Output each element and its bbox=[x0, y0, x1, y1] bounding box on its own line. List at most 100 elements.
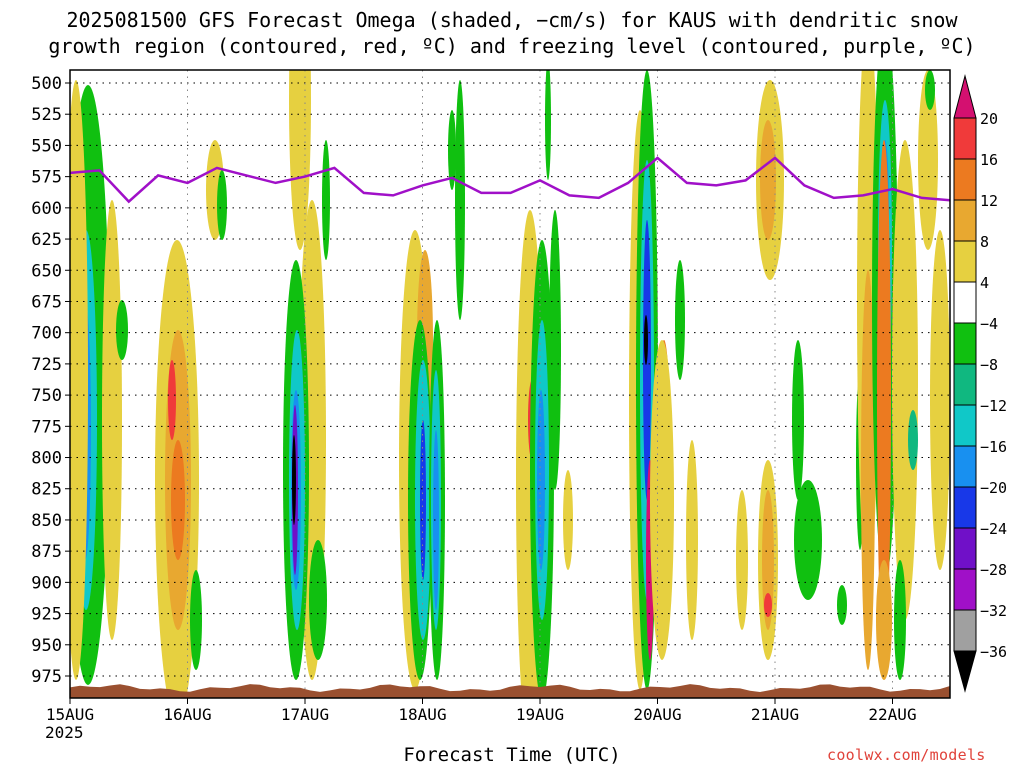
colorbar-label: −12 bbox=[980, 397, 1007, 415]
omega-cell bbox=[292, 435, 296, 525]
omega-cell bbox=[168, 360, 176, 440]
x-tick-label: 20AUG bbox=[633, 705, 681, 724]
colorbar-label: 8 bbox=[980, 233, 989, 251]
y-tick-label: 725 bbox=[31, 355, 62, 375]
y-tick-label: 775 bbox=[31, 417, 62, 437]
y-tick-label: 875 bbox=[31, 542, 62, 562]
y-tick-label: 525 bbox=[31, 105, 62, 125]
y-tick-label: 625 bbox=[31, 230, 62, 250]
colorbar-label: 4 bbox=[980, 274, 989, 292]
x-tick-label: 18AUG bbox=[398, 705, 446, 724]
omega-cell bbox=[736, 490, 748, 630]
x-tick-label: 19AUG bbox=[516, 705, 564, 724]
omega-cell bbox=[894, 560, 906, 680]
colorbar-label: −16 bbox=[980, 438, 1007, 456]
y-tick-label: 600 bbox=[31, 199, 62, 219]
omega-cell bbox=[309, 540, 327, 660]
colorbar-swatch bbox=[953, 568, 977, 611]
omega-cell bbox=[764, 593, 772, 617]
omega-cell bbox=[70, 80, 88, 680]
omega-cell bbox=[762, 490, 774, 630]
y-tick-label: 825 bbox=[31, 480, 62, 500]
x-tick-label: 15AUG bbox=[46, 705, 94, 724]
colorbar-label: −8 bbox=[980, 356, 998, 374]
y-tick-label: 750 bbox=[31, 386, 62, 406]
colorbar-label: −20 bbox=[980, 479, 1007, 497]
omega-cell bbox=[760, 120, 776, 240]
x-axis-label: Forecast Time (UTC) bbox=[403, 744, 621, 766]
y-tick-label: 700 bbox=[31, 324, 62, 344]
y-tick-label: 500 bbox=[31, 74, 62, 94]
omega-cell bbox=[171, 440, 185, 560]
colorbar-swatch bbox=[953, 363, 977, 406]
colorbar-bottom-arrow bbox=[953, 650, 977, 693]
freezing-level-line bbox=[70, 156, 950, 204]
omega-cell bbox=[545, 70, 551, 180]
colorbar-swatch bbox=[953, 404, 977, 447]
x-tick-label: 17AUG bbox=[281, 705, 329, 724]
x-tick-label: 16AUG bbox=[163, 705, 211, 724]
colorbar-label: 20 bbox=[980, 110, 998, 128]
y-tick-label: 900 bbox=[31, 573, 62, 593]
omega-cell bbox=[675, 260, 685, 380]
omega-cell bbox=[930, 230, 950, 570]
omega-cell bbox=[190, 570, 202, 670]
omega-cell bbox=[877, 140, 891, 660]
plot-area bbox=[69, 69, 951, 699]
omega-cell bbox=[686, 440, 698, 640]
colorbar-swatch bbox=[953, 158, 977, 201]
omega-cell bbox=[918, 70, 938, 250]
omega-cell bbox=[861, 270, 875, 670]
colorbar-swatch bbox=[953, 199, 977, 242]
omega-cell bbox=[116, 300, 128, 360]
colorbar-swatch bbox=[953, 281, 977, 324]
colorbar-label: −4 bbox=[980, 315, 998, 333]
x-axis-year-label: 2025 bbox=[45, 723, 84, 742]
colorbar-swatch bbox=[953, 445, 977, 488]
colorbar-swatch bbox=[953, 322, 977, 365]
omega-cell bbox=[455, 80, 465, 320]
chart-title-line-1: 2025081500 GFS Forecast Omega (shaded, −… bbox=[66, 8, 958, 32]
source-credit: coolwx.com/models bbox=[827, 746, 986, 764]
omega-cell bbox=[537, 390, 545, 570]
colorbar-label: −32 bbox=[980, 602, 1007, 620]
omega-cell bbox=[563, 470, 573, 570]
omega-cell bbox=[644, 315, 648, 365]
x-axis-ticks: 15AUG 16AUG 17AUG 18AUG 19AUG 20AUG 21AUG 22AUG bbox=[46, 698, 917, 724]
colorbar-label: 16 bbox=[980, 151, 998, 169]
omega-cell bbox=[876, 560, 892, 680]
y-tick-label: 800 bbox=[31, 449, 62, 469]
x-tick-label: 22AUG bbox=[868, 705, 916, 724]
colorbar-swatch bbox=[953, 117, 977, 160]
y-tick-label: 575 bbox=[31, 168, 62, 188]
colorbar-label: −28 bbox=[980, 561, 1007, 579]
y-tick-label: 650 bbox=[31, 261, 62, 281]
y-axis-ticks: 500 525 550 575 600 625 650 675 700 725 750 775 800 8… bbox=[31, 74, 70, 687]
omega-cell bbox=[217, 170, 227, 240]
y-tick-label: 850 bbox=[31, 511, 62, 531]
omega-cell bbox=[433, 430, 439, 610]
plot-frame bbox=[69, 69, 951, 699]
colorbar-legend: 20 16 12 8 4 −4 −8 −12 −16 −20 −24 −28 −32 −36 bbox=[953, 74, 1007, 693]
colorbar-swatch bbox=[953, 486, 977, 529]
terrain-band bbox=[70, 684, 950, 698]
omega-cell bbox=[794, 480, 822, 600]
omega-cell bbox=[792, 340, 804, 500]
y-tick-label: 950 bbox=[31, 636, 62, 656]
y-tick-label: 550 bbox=[31, 136, 62, 156]
omega-cell bbox=[549, 210, 561, 490]
colorbar-swatch bbox=[953, 609, 977, 652]
colorbar-label: 12 bbox=[980, 192, 998, 210]
omega-cell bbox=[908, 410, 918, 470]
omega-cell bbox=[650, 340, 674, 660]
omega-cell bbox=[102, 200, 122, 640]
omega-cell bbox=[892, 140, 918, 620]
colorbar-label: −24 bbox=[980, 520, 1007, 538]
omega-cell bbox=[925, 70, 935, 110]
y-tick-label: 925 bbox=[31, 605, 62, 625]
omega-cell bbox=[289, 70, 311, 250]
y-tick-label: 975 bbox=[31, 667, 62, 687]
colorbar-top-arrow bbox=[953, 74, 977, 119]
x-tick-label: 21AUG bbox=[751, 705, 799, 724]
